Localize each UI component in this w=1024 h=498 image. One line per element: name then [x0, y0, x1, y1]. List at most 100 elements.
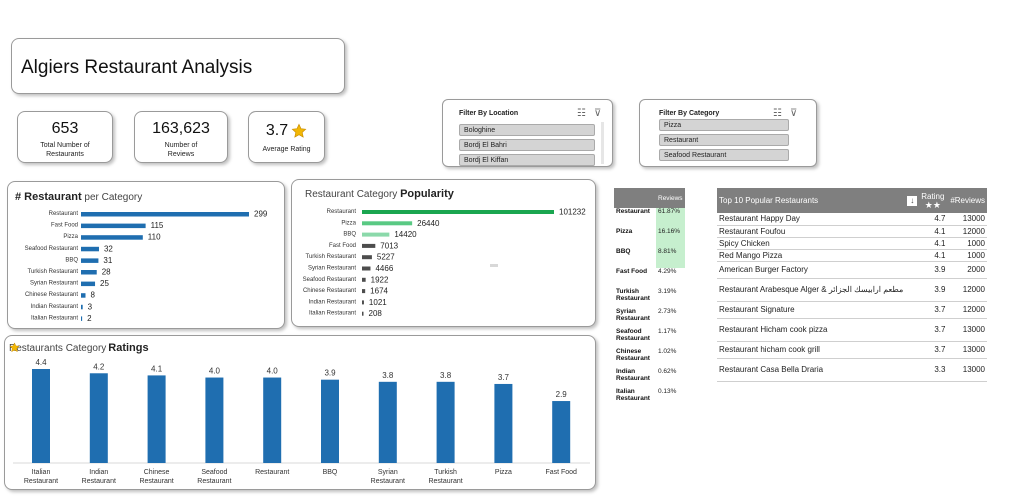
bar-indian-restaurant: [81, 304, 83, 310]
data-label-italian-restaurant: 208: [369, 309, 383, 318]
bar-fast-food: [81, 223, 146, 229]
table-row: Restaurant Hicham cook pizza 3.7 13000: [717, 318, 987, 342]
data-label-restaurant: 101232: [559, 208, 586, 217]
kpi-label: Total Number of Restaurants: [40, 142, 90, 158]
rating-cell: 3.3: [905, 358, 948, 382]
kpi-total-restaurants: 653 Total Number of Restaurants: [17, 111, 113, 163]
category-label-restaurant: Restaurant: [327, 209, 357, 215]
category-cell: Italian Restaurant: [616, 388, 650, 402]
clear-filter-icon[interactable]: ⊽: [790, 108, 798, 119]
table-row: Restaurant Foufou 4.1 12000: [717, 225, 987, 238]
rating-cell: 3.7: [905, 341, 948, 359]
category-cell: Chinese Restaurant: [616, 348, 650, 362]
restaurant-name-cell: Restaurant Casa Bella Draria: [717, 358, 906, 382]
bar-fast-food: [362, 243, 376, 248]
category-popularity-chart: Restaurant Category Popularity Restauran…: [291, 179, 596, 327]
bar-indian-restaurant: [89, 373, 108, 463]
slicer-item-bordj-el-bahri[interactable]: Bordj El Bahri: [459, 139, 595, 151]
data-label-turkish-restaurant: 5227: [377, 253, 395, 262]
bar-italian-restaurant: [81, 316, 83, 321]
data-label-syrian-restaurant: 4466: [375, 264, 393, 273]
slicer-header: Filter By Location: [459, 110, 519, 117]
sort-icon[interactable]: ↓: [907, 195, 918, 206]
slicer-item-pizza[interactable]: Pizza: [659, 119, 789, 131]
category-ratings-plot: 4.4 Italian Restaurant 4.2 Indian Restaurant 4…: [13, 358, 590, 485]
data-label-italian-restaurant: 2: [87, 314, 92, 323]
data-label-restaurant: 299: [254, 210, 268, 219]
slicer-item-bologhine[interactable]: Bologhine: [459, 124, 595, 136]
restaurant-name-cell: Restaurant hicham cook grill: [717, 341, 906, 359]
data-label-turkish-restaurant: 28: [102, 268, 111, 277]
data-label-seafood-restaurant: 32: [104, 244, 113, 253]
restaurants-per-category-plot: Restaurant 299 Fast Food 115 Pizza 110 Seafood…: [25, 210, 268, 323]
reviews-cell: 13000: [947, 318, 987, 342]
resize-handle[interactable]: [490, 264, 498, 267]
rating-cell: 3.7: [905, 301, 948, 319]
filter-by-location-slicer[interactable]: Filter By Location ☷ ⊽ Bologhine Bordj E…: [442, 99, 613, 167]
share-cell: 8.81%: [656, 248, 685, 268]
table-row: Pizza 16.16%: [614, 228, 685, 248]
clear-filter-icon[interactable]: ⊽: [594, 108, 602, 119]
bar-seafood-restaurant: [362, 277, 366, 282]
data-label-syrian-restaurant: 3.8: [382, 371, 394, 380]
page-title: Algiers Restaurant Analysis: [21, 57, 253, 78]
data-label-seafood-restaurant: 1922: [371, 275, 389, 284]
filter-by-category-slicer[interactable]: Filter By Category ☷ ⊽ Pizza Restaurant …: [639, 99, 817, 167]
bar-pizza: [81, 235, 143, 240]
rating-header: Rating: [921, 191, 945, 201]
data-label-italian-restaurant: 4.4: [35, 358, 47, 367]
category-label-turkish-restaurant: Turkish Restaurant: [28, 269, 79, 275]
category-label-indian-restaurant: Indian Restaurant: [31, 304, 79, 310]
table-header-row: Reviews: [614, 188, 685, 208]
bar-syrian-restaurant: [378, 381, 397, 463]
category-cell: Pizza: [616, 228, 633, 235]
category-label-italian-restaurant: Italian Restaurant: [309, 311, 356, 317]
bar-seafood-restaurant: [205, 377, 224, 463]
share-cell: 1.17%: [658, 328, 677, 335]
category-label-fast-food: Fast Food: [51, 223, 78, 229]
table-row: Restaurant hicham cook grill 3.7 13000: [717, 341, 987, 359]
table-row: Syrian Restaurant 2.73%: [614, 308, 685, 328]
bar-seafood-restaurant: [81, 246, 99, 252]
bar-fast-food: [552, 401, 571, 463]
category-label-bbq: BBQ: [65, 257, 78, 263]
table-row: Restaurant 61.87%: [614, 208, 685, 228]
data-label-pizza: 3.7: [498, 373, 510, 382]
bar-bbq: [321, 379, 339, 463]
table-row: Turkish Restaurant 3.19%: [614, 288, 685, 308]
slicer-item-restaurant[interactable]: Restaurant: [659, 134, 789, 146]
restaurant-name-cell: Restaurant Happy Day: [717, 213, 906, 226]
category-label-turkish-restaurant: Turkish Restaurant: [306, 254, 357, 260]
bar-italian-restaurant: [32, 369, 50, 463]
top10-restaurants-table: Top 10 Popular Restaurants ↓ Rating ★★ #…: [717, 188, 987, 382]
rating-cell: 3.9: [905, 261, 948, 279]
reviews-cell: 13000: [947, 213, 987, 226]
category-cell: Indian Restaurant: [616, 368, 650, 382]
table-header-row: Top 10 Popular Restaurants ↓ Rating ★★ #…: [717, 188, 987, 213]
kpi-label: Number of Reviews: [164, 142, 198, 158]
restaurant-name-cell: Restaurant Arabesque Alger & مطعم ارابيس…: [717, 278, 906, 302]
reviews-cell: 2000: [947, 261, 987, 279]
multi-select-icon[interactable]: ☷: [577, 108, 586, 119]
bar-pizza: [494, 383, 513, 463]
share-cell: 1.02%: [658, 348, 677, 355]
slicer-item-bordj-el-kiffan[interactable]: Bordj El Kiffan: [459, 154, 595, 166]
slicer-item-seafood-restaurant[interactable]: Seafood Restaurant: [659, 149, 789, 161]
top10-header: Top 10 Popular Restaurants: [717, 188, 906, 213]
rating-cell: 4.1: [905, 225, 948, 238]
restaurant-name-cell: Spicy Chicken: [717, 237, 906, 250]
bar-italian-restaurant: [362, 311, 364, 316]
restaurant-name-cell: Red Mango Pizza: [717, 249, 906, 262]
bar-chinese-restaurant: [81, 293, 86, 298]
data-label-indian-restaurant: 1021: [369, 298, 387, 307]
multi-select-icon[interactable]: ☷: [773, 108, 782, 119]
share-cell: 2.73%: [658, 308, 677, 315]
table-row: Fast Food 4.29%: [614, 268, 685, 288]
data-label-bbq: 14420: [394, 230, 417, 239]
category-label-bbq: BBQ: [343, 232, 356, 238]
slicer-scrollbar[interactable]: [601, 122, 604, 164]
share-cell: 61.87%: [656, 208, 685, 228]
table-row: Indian Restaurant 0.62%: [614, 368, 685, 388]
category-label-syrian-restaurant: Syrian Restaurant: [30, 281, 78, 287]
table-row: Restaurant Casa Bella Draria 3.3 13000: [717, 358, 987, 382]
